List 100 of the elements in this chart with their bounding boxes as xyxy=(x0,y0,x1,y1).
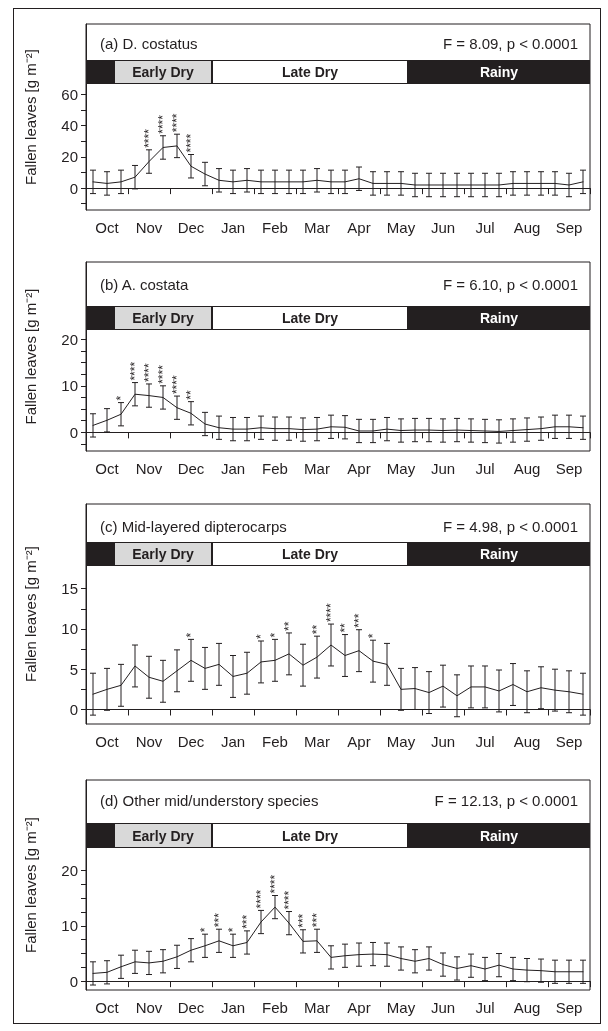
x-tick-label: Aug xyxy=(513,460,541,477)
x-tick-label: Feb xyxy=(262,733,288,750)
annotation: Rainy xyxy=(408,542,590,566)
data-label: * xyxy=(184,632,198,638)
x-tick-label: Sep xyxy=(555,219,583,236)
y-tick-label: 0 xyxy=(69,700,78,718)
x-tick-label: Jun xyxy=(430,219,456,236)
data-label: ** xyxy=(184,389,198,400)
data-label: *** xyxy=(212,912,226,928)
data-label: ** ** xyxy=(282,621,324,635)
x-tick-label: Mar xyxy=(304,733,330,750)
y-axis-title: Fallen leaves [g m⁻²] xyxy=(22,817,39,953)
y-tick-label: 15 xyxy=(61,580,78,598)
y-tick-label: 10 xyxy=(61,620,78,638)
x-tick-label: Jun xyxy=(430,460,456,477)
annotation: Early Dry xyxy=(114,542,212,566)
y-tick-label: 0 xyxy=(69,972,78,990)
data-label: **** xyxy=(142,362,156,382)
x-tick-label: Jul xyxy=(475,460,495,477)
data-label: **** xyxy=(282,890,296,910)
data-label: **** xyxy=(170,113,184,133)
text: F = 12.13, p < 0.0001 xyxy=(434,791,578,809)
annotation: Early Dry xyxy=(114,306,212,330)
annotation: Late Dry xyxy=(212,542,408,566)
text: **** xyxy=(324,603,338,623)
x-tick-label: May xyxy=(386,733,416,750)
text: (b) A. costata xyxy=(100,275,190,293)
annotation: Late Dry xyxy=(212,823,408,848)
data-label: * xyxy=(114,395,128,401)
x-tick-label: Oct xyxy=(95,219,120,236)
text: F = 4.98, p < 0.0001 xyxy=(442,517,578,535)
data-label: **** xyxy=(128,361,142,381)
text: (a) D. costatus xyxy=(100,34,198,52)
data-label: **** xyxy=(156,364,170,384)
data-label: **** xyxy=(184,133,198,153)
x-tick-label: Feb xyxy=(262,999,288,1016)
annotation: Rainy xyxy=(408,306,590,330)
x-tick-label: Nov xyxy=(135,733,163,750)
annotation: Early Dry xyxy=(114,823,212,848)
text: (d) Other mid/understory species xyxy=(100,791,319,809)
x-tick-label: Jan xyxy=(220,219,246,236)
text: F = 6.10, p < 0.0001 xyxy=(442,275,578,293)
x-tick-label: Nov xyxy=(135,219,163,236)
text: (c) Mid-layered dipterocarps xyxy=(100,517,287,535)
text: **** xyxy=(268,874,282,894)
x-tick-label: Dec xyxy=(177,733,205,750)
annotation: Late Dry xyxy=(212,306,408,330)
annotation: Late Dry xyxy=(212,60,408,84)
x-tick-label: Dec xyxy=(177,999,205,1016)
x-tick-label: Mar xyxy=(304,219,330,236)
data-label: ** xyxy=(254,632,282,639)
y-tick-label: 20 xyxy=(61,148,78,166)
x-tick-label: Sep xyxy=(555,999,583,1016)
data-label: * xyxy=(366,633,380,639)
data-label: *** xyxy=(352,613,366,628)
y-tick-label: 40 xyxy=(61,117,78,135)
y-tick-label: 20 xyxy=(61,862,78,880)
x-tick-label: Apr xyxy=(347,460,371,477)
x-tick-label: Aug xyxy=(513,219,541,236)
x-tick-label: Dec xyxy=(177,219,205,236)
x-tick-label: Mar xyxy=(304,999,330,1016)
x-tick-label: Jan xyxy=(220,460,246,477)
data-label: **** xyxy=(226,914,254,933)
x-tick-label: Feb xyxy=(262,219,288,236)
x-tick-label: Jan xyxy=(220,733,246,750)
x-tick-label: Oct xyxy=(95,733,120,750)
annotation: Early Dry xyxy=(114,60,212,84)
x-tick-label: Jun xyxy=(430,733,456,750)
x-tick-label: Jul xyxy=(475,999,495,1016)
x-tick-label: Sep xyxy=(555,460,583,477)
y-tick-label: 5 xyxy=(69,660,78,678)
data-label: **** xyxy=(156,114,170,134)
x-tick-label: Aug xyxy=(513,999,541,1016)
x-tick-label: Nov xyxy=(135,999,163,1016)
x-tick-label: Nov xyxy=(135,460,163,477)
x-tick-label: May xyxy=(386,999,416,1016)
x-tick-label: Sep xyxy=(555,733,583,750)
data-label: *** xyxy=(296,913,310,928)
x-tick-label: Jul xyxy=(475,219,495,236)
annotation: Rainy xyxy=(408,60,590,84)
x-tick-label: May xyxy=(386,460,416,477)
y-tick-label: 60 xyxy=(61,85,78,103)
data-label: *** xyxy=(310,912,324,928)
data-label: * xyxy=(198,927,212,933)
x-tick-label: Dec xyxy=(177,460,205,477)
y-tick-label: 0 xyxy=(69,179,78,197)
y-axis-title: Fallen leaves [g m⁻²] xyxy=(22,546,39,682)
x-tick-label: Apr xyxy=(347,999,371,1016)
x-tick-label: Jun xyxy=(430,999,456,1016)
y-tick-label: 10 xyxy=(61,377,78,395)
y-tick-label: 20 xyxy=(61,330,78,348)
data-label: **** xyxy=(142,128,156,148)
annotation: Rainy xyxy=(408,823,590,848)
x-tick-label: Apr xyxy=(347,733,371,750)
x-tick-label: Aug xyxy=(513,733,541,750)
x-tick-label: Jul xyxy=(475,733,495,750)
data-label: **** xyxy=(170,375,184,395)
x-tick-label: May xyxy=(386,219,416,236)
data-label: **** xyxy=(254,889,268,909)
text: F = 8.09, p < 0.0001 xyxy=(442,34,578,52)
